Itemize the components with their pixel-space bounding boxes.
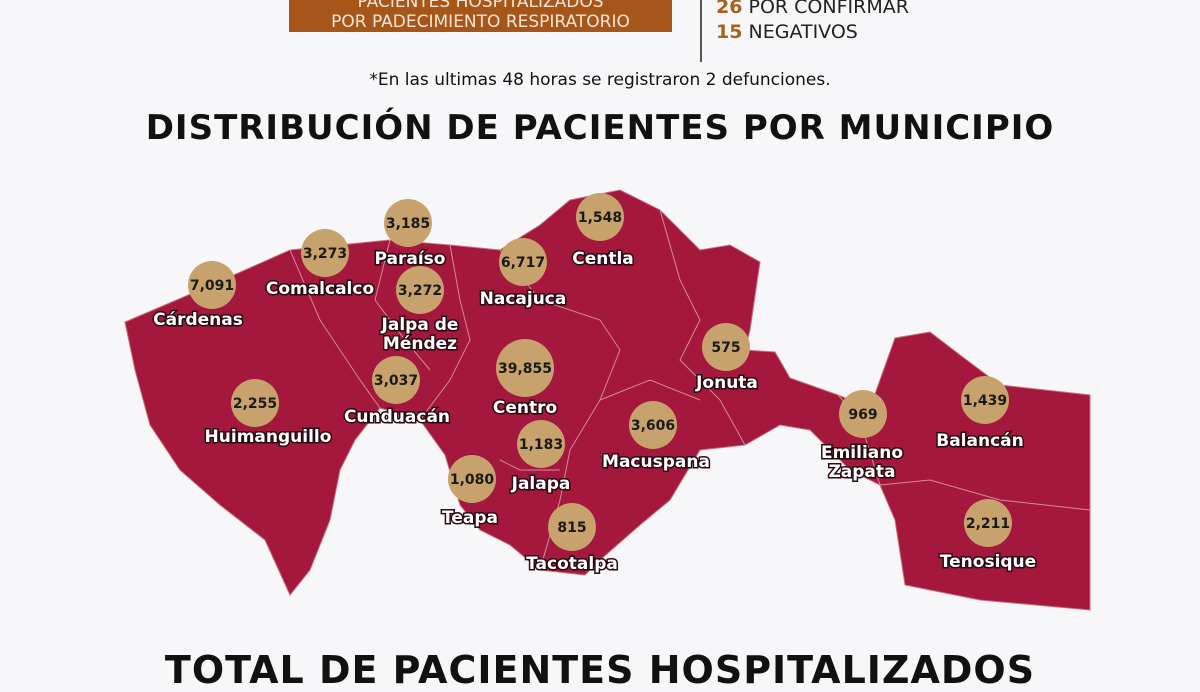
municipality-name: Centla	[572, 249, 634, 269]
page-title: DISTRIBUCIÓN DE PACIENTES POR MUNICIPIO	[145, 108, 1055, 148]
municipality-para-so: 3,185 Paraíso	[373, 199, 447, 271]
municipality-name: Comalcalco	[266, 279, 374, 299]
value-label: 2,211	[966, 516, 1010, 532]
municipality-name: Nacajuca	[480, 289, 567, 309]
value-label: 575	[711, 340, 740, 356]
state-shape	[124, 189, 1091, 611]
value-label: 3,037	[374, 373, 418, 389]
value-bubble	[517, 420, 565, 468]
municipality-name: Huimanguillo	[205, 427, 332, 447]
value-label: 3,185	[386, 216, 430, 232]
municipality-name: Balancán	[936, 431, 1023, 451]
value-label: 3,273	[303, 246, 347, 262]
municipality-name: Tenosique	[940, 552, 1036, 572]
value-label: 6,717	[501, 255, 545, 271]
banner-line: PACIENTES HOSPITALIZADOS	[357, 0, 604, 12]
stat-label: NEGATIVOS	[748, 21, 858, 43]
banner-line: POR PADECIMIENTO RESPIRATORIO	[331, 12, 630, 32]
value-label: 7,091	[190, 278, 234, 294]
municipality-jonuta: 575 Jonuta	[694, 323, 759, 395]
municipality-macuspana: 3,606 Macuspana	[601, 401, 711, 474]
municipality-name: Paraíso	[375, 249, 446, 269]
municipality-name: Tacotalpa	[526, 554, 618, 574]
stat-value: 26	[716, 0, 743, 18]
municipality-huimanguillo: 2,255 Huimanguillo	[203, 379, 333, 449]
municipality-name: Cárdenas	[153, 310, 243, 330]
value-bubble	[231, 379, 279, 427]
value-label: 1,080	[450, 472, 495, 488]
municipality-cunduac-n: 3,037 Cunduacán	[342, 356, 452, 429]
municipality-name: Emiliano	[821, 443, 903, 463]
value-label: 1,548	[578, 210, 622, 226]
value-label: 969	[848, 407, 877, 423]
value-bubble	[384, 199, 432, 247]
stat-negativos: 15 NEGATIVOS	[716, 21, 858, 43]
value-bubble	[961, 376, 1009, 424]
municipality-name: Jalpa de	[381, 315, 459, 335]
value-bubble	[448, 455, 496, 503]
municipality-name: Jonuta	[695, 373, 758, 393]
value-bubble	[372, 356, 420, 404]
municipality-name: Macuspana	[602, 452, 710, 472]
municipality-name: Teapa	[442, 508, 498, 528]
municipality-balanc-n: 1,439 Balancán	[935, 376, 1025, 453]
value-bubble	[629, 401, 677, 449]
municipality-c-rdenas: 7,091 Cárdenas	[152, 261, 244, 332]
municipality-name: Cunduacán	[344, 407, 450, 427]
value-bubble	[396, 266, 444, 314]
stat-por-confirmar: 26 POR CONFIRMAR	[716, 0, 909, 18]
bottom-title: TOTAL DE PACIENTES HOSPITALIZADOS	[164, 648, 1036, 692]
stat-label: POR CONFIRMAR	[748, 0, 909, 18]
municipality-comalcalco: 3,273 Comalcalco	[264, 229, 376, 301]
value-label: 1,439	[963, 393, 1007, 409]
value-bubble	[839, 390, 887, 438]
header-banner: PACIENTES HOSPITALIZADOS POR PADECIMIENT…	[289, 0, 672, 32]
stat-value: 15	[716, 21, 743, 43]
municipal-borders	[289, 209, 1091, 571]
value-bubble	[496, 339, 554, 397]
municipality-centro: 39,855 Centro	[491, 339, 559, 420]
value-bubble	[964, 499, 1012, 547]
value-label: 39,855	[498, 361, 552, 377]
municipality-name: Zapata	[828, 462, 895, 482]
value-label: 3,606	[631, 418, 675, 434]
divider	[700, 0, 702, 62]
tabasco-map: 7,091 Cárdenas 3,273 Comalcalco 3,185 Paraíso…	[124, 189, 1091, 611]
value-bubble	[301, 229, 349, 277]
value-bubble	[576, 193, 624, 241]
municipality-centla: 1,548 Centla	[571, 193, 635, 271]
defunciones-note: *En las ultimas 48 horas se registraron …	[369, 70, 831, 90]
municipality-nacajuca: 6,717 Nacajuca	[478, 238, 568, 311]
municipality-name: Méndez	[383, 334, 457, 354]
value-bubble	[188, 261, 236, 309]
value-bubble	[548, 503, 596, 551]
municipality-name: Centro	[493, 398, 557, 418]
value-bubble	[702, 323, 750, 371]
value-label: 2,255	[233, 396, 277, 412]
municipality-tenosique: 2,211 Tenosique	[938, 499, 1038, 574]
value-label: 1,183	[519, 437, 563, 453]
municipality-jalapa: 1,183 Jalapa	[509, 420, 572, 496]
value-label: 3,272	[398, 283, 442, 299]
value-label: 815	[557, 520, 586, 536]
municipality-tacotalpa: 815 Tacotalpa	[525, 503, 619, 576]
municipality-name: Jalapa	[511, 474, 571, 494]
value-bubble	[499, 238, 547, 286]
municipality-teapa: 1,080 Teapa	[441, 455, 499, 530]
